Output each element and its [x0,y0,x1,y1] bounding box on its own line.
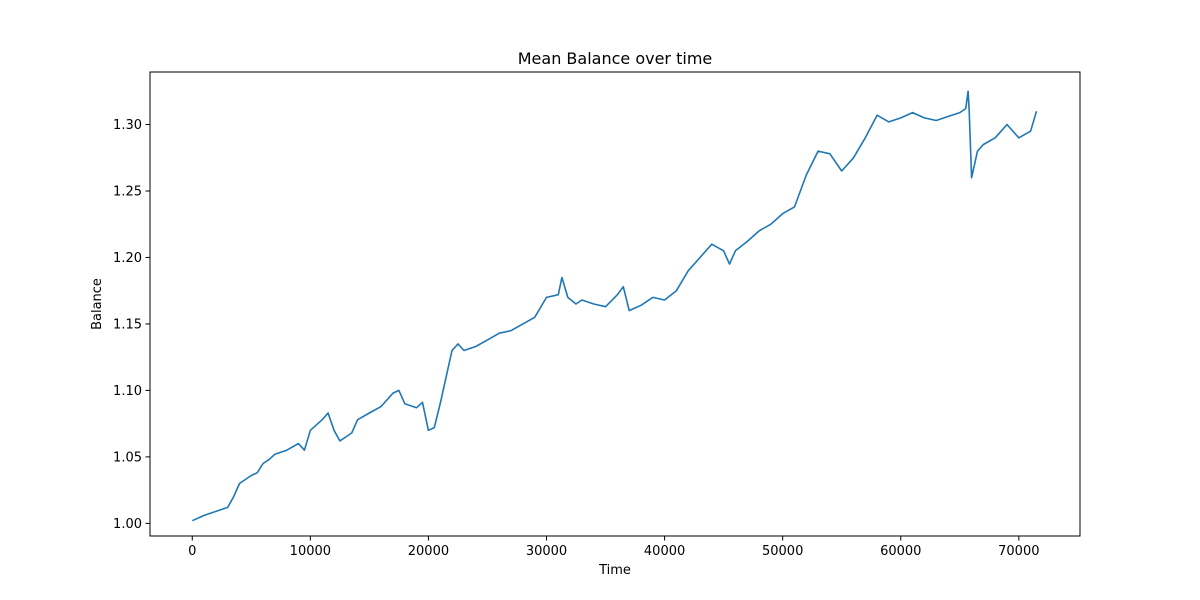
plot-area [191,90,1038,522]
x-axis-label: Time [598,563,631,578]
y-axis-label: Balance [90,278,105,330]
y-tick-label: 1.10 [113,384,142,399]
y-tick-label: 1.15 [113,317,142,332]
x-tick-label: 30000 [526,544,567,559]
y-axis: 1.00 1.05 1.10 1.15 1.20 1.25 1.30 [113,118,150,532]
y-tick-label: 1.30 [113,118,142,133]
x-tick-label: 40000 [644,544,685,559]
x-tick-label: 0 [188,544,196,559]
y-tick-label: 1.25 [113,184,142,199]
x-tick-label: 60000 [880,544,921,559]
x-tick-label: 20000 [408,544,449,559]
chart-title: Mean Balance over time [518,49,713,68]
x-tick-label: 50000 [762,544,803,559]
y-tick-label: 1.00 [113,517,142,532]
y-tick-label: 1.20 [113,251,142,266]
plot-frame [149,71,1081,537]
y-tick-label: 1.05 [113,450,142,465]
series-line-0 [191,90,1038,522]
x-axis: 0 10000 20000 30000 40000 50000 60000 70000 [188,536,1040,559]
x-tick-label: 10000 [290,544,331,559]
x-tick-label: 70000 [998,544,1039,559]
